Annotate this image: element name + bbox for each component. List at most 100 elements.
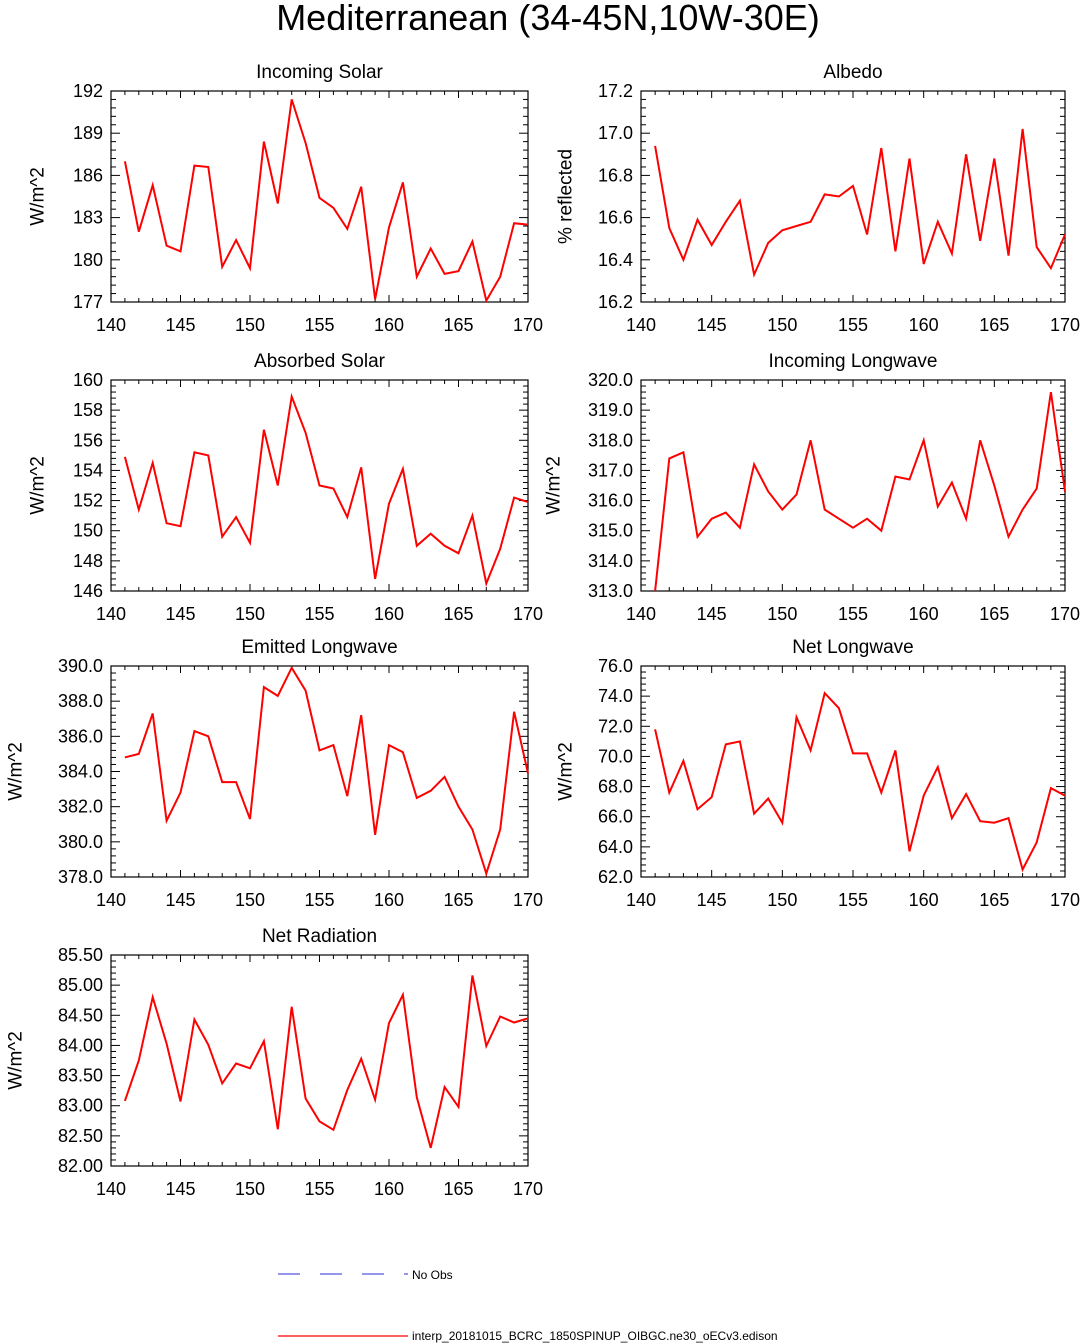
y-tick-label: 156: [73, 430, 103, 450]
y-tick-label: 177: [73, 292, 103, 312]
chart-title: Net Longwave: [792, 637, 913, 658]
panels: Incoming Solar W/m^2 140 145 150 155 160 165 170…: [5, 62, 1080, 1199]
series-line: [124, 665, 529, 877]
chart-panel: Absorbed Solar W/m^2 140 145 150 155 160 165 170…: [27, 351, 543, 624]
x-tick-label: 160: [374, 1179, 404, 1199]
legend: No Obs interp_20181015_BCRC_1850SPINUP_O…: [278, 1268, 778, 1343]
x-tick-label: 150: [235, 1179, 265, 1199]
x-tick-label: 145: [697, 890, 727, 910]
x-tick-label: 150: [235, 604, 265, 624]
y-tick-label: 320.0: [588, 370, 633, 390]
y-tick-label: 314.0: [588, 551, 633, 571]
y-tick-label: 74.0: [598, 686, 633, 706]
y-tick-label: 85.00: [58, 975, 103, 995]
y-axis-label: W/m^2: [5, 1031, 26, 1090]
x-tick-label: 145: [165, 604, 195, 624]
y-tick-label: 17.0: [598, 123, 633, 143]
y-tick-label: 83.00: [58, 1096, 103, 1116]
x-tick-label: 150: [767, 890, 797, 910]
x-tick-label: 170: [513, 1179, 543, 1199]
y-axis-label: W/m^2: [27, 456, 48, 515]
y-tick-label: 16.2: [598, 292, 633, 312]
x-tick-label: 165: [443, 890, 473, 910]
chart-panel: Incoming Solar W/m^2 140 145 150 155 160 165 170…: [27, 62, 543, 335]
plot-frame: [110, 665, 529, 878]
y-tick-label: 186: [73, 165, 103, 185]
y-tick-label: 384.0: [58, 762, 103, 782]
x-tick-label: 155: [304, 315, 334, 335]
x-tick-label: 150: [235, 890, 265, 910]
x-tick-label: 165: [443, 1179, 473, 1199]
y-tick-label: 154: [73, 460, 103, 480]
chart-title: Emitted Longwave: [241, 637, 397, 658]
x-tick-label: 140: [626, 890, 656, 910]
y-tick-label: 192: [73, 81, 103, 101]
x-tick-label: 145: [165, 890, 195, 910]
x-tick-label: 155: [304, 1179, 334, 1199]
figure-title: Mediterranean (34-45N,10W-30E): [276, 0, 820, 38]
y-tick-label: 72.0: [598, 716, 633, 736]
chart-title: Incoming Solar: [256, 62, 383, 83]
y-tick-label: 148: [73, 551, 103, 571]
plot-frame: [640, 379, 1066, 592]
y-tick-label: 390.0: [58, 656, 103, 676]
y-axis-label: W/m^2: [555, 742, 576, 801]
y-tick-label: 83.50: [58, 1066, 103, 1086]
y-tick-label: 17.2: [598, 81, 633, 101]
x-tick-label: 170: [513, 315, 543, 335]
y-tick-label: 152: [73, 491, 103, 511]
plot-frame: [640, 665, 1066, 878]
series-line: [123, 99, 529, 304]
y-tick-label: 180: [73, 250, 103, 270]
y-tick-label: 318.0: [588, 430, 633, 450]
y-tick-label: 84.50: [58, 1005, 103, 1025]
plot-frame: [640, 90, 1066, 303]
y-tick-label: 386.0: [58, 726, 103, 746]
y-tick-label: 66.0: [598, 807, 633, 827]
plot-frame: [110, 954, 529, 1167]
x-tick-label: 140: [626, 604, 656, 624]
x-tick-label: 140: [626, 315, 656, 335]
x-tick-label: 150: [767, 604, 797, 624]
x-tick-label: 145: [165, 315, 195, 335]
x-tick-label: 165: [979, 315, 1009, 335]
x-tick-label: 160: [909, 890, 939, 910]
x-tick-label: 170: [1050, 315, 1080, 335]
x-tick-label: 170: [513, 890, 543, 910]
x-tick-label: 155: [304, 890, 334, 910]
series-line: [123, 392, 529, 587]
x-tick-label: 165: [979, 890, 1009, 910]
chart-title: Net Radiation: [262, 926, 377, 947]
y-tick-label: 76.0: [598, 656, 633, 676]
x-tick-label: 150: [235, 315, 265, 335]
x-tick-label: 155: [838, 890, 868, 910]
y-tick-label: 68.0: [598, 777, 633, 797]
y-tick-label: 64.0: [598, 837, 633, 857]
y-tick-label: 85.50: [58, 945, 103, 965]
y-tick-label: 388.0: [58, 691, 103, 711]
x-tick-label: 160: [374, 890, 404, 910]
chart-panel: Net Longwave W/m^2 140 145 150 155 160 165 170 62…: [555, 637, 1080, 910]
x-tick-label: 170: [1050, 890, 1080, 910]
y-tick-label: 70.0: [598, 746, 633, 766]
y-tick-label: 380.0: [58, 832, 103, 852]
series-line: [654, 691, 1066, 873]
y-tick-label: 160: [73, 370, 103, 390]
x-tick-label: 145: [697, 604, 727, 624]
chart-panel: Emitted Longwave W/m^2 140 145 150 155 160 165 1…: [5, 637, 543, 910]
y-tick-label: 150: [73, 521, 103, 541]
y-tick-label: 82.00: [58, 1156, 103, 1176]
x-tick-label: 150: [767, 315, 797, 335]
chart-title: Incoming Longwave: [769, 351, 938, 372]
chart-title: Absorbed Solar: [254, 351, 386, 372]
x-tick-label: 155: [838, 604, 868, 624]
x-tick-label: 140: [96, 1179, 126, 1199]
legend-obs-label: No Obs: [412, 1268, 453, 1282]
x-tick-label: 140: [96, 604, 126, 624]
y-axis-label: % reflected: [555, 149, 576, 244]
x-tick-label: 140: [96, 315, 126, 335]
x-tick-label: 160: [909, 604, 939, 624]
x-tick-label: 155: [838, 315, 868, 335]
x-tick-label: 140: [96, 890, 126, 910]
x-tick-label: 165: [979, 604, 1009, 624]
